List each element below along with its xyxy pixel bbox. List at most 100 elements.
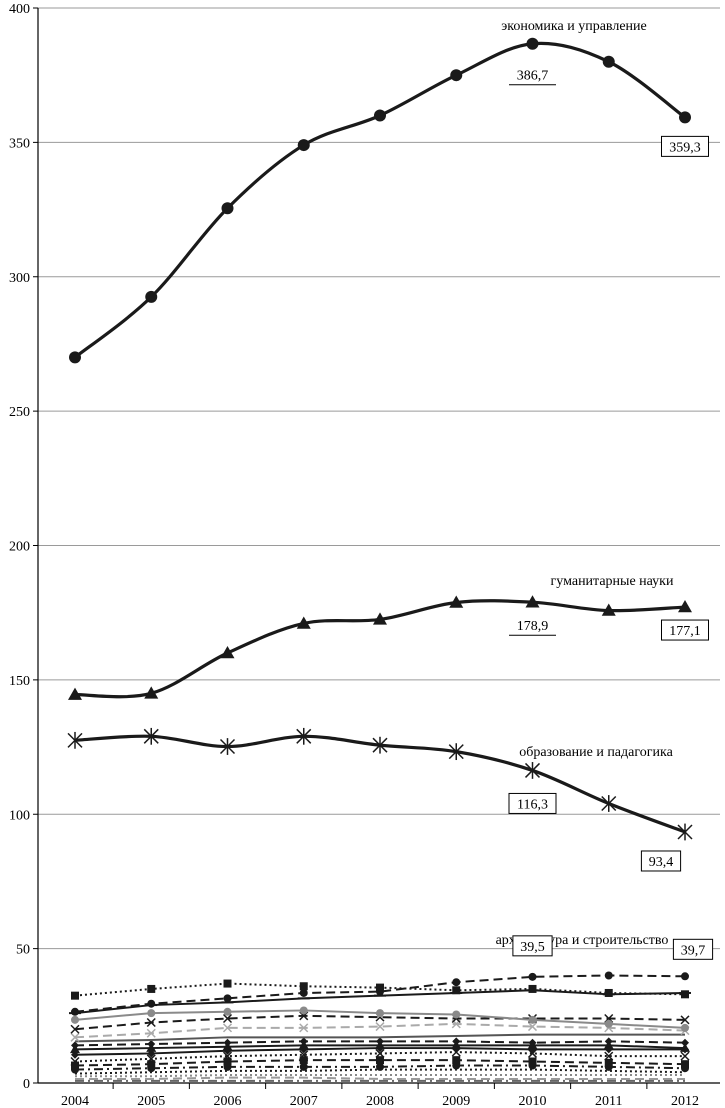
data-point <box>448 743 464 761</box>
data-point <box>449 595 464 608</box>
data-point <box>451 1047 461 1057</box>
data-point-stroke <box>299 1050 309 1060</box>
data-point-stroke <box>604 1051 614 1061</box>
series-line <box>74 1040 686 1047</box>
data-point <box>223 1038 232 1047</box>
data-point <box>222 1023 233 1033</box>
series-line <box>75 1073 685 1078</box>
y-tick-label: 350 <box>9 136 30 151</box>
data-point <box>525 595 540 608</box>
data-point <box>296 727 312 745</box>
data-point <box>299 1037 308 1046</box>
series-line <box>75 1076 685 1080</box>
data-point <box>601 795 617 812</box>
x-tick-label: 2004 <box>61 1094 89 1108</box>
data-point <box>452 986 461 995</box>
data-point <box>147 999 156 1008</box>
data-point <box>528 1015 537 1024</box>
data-point <box>145 290 158 303</box>
data-point <box>527 1048 538 1058</box>
data-point <box>376 983 384 992</box>
data-point <box>223 1007 232 1016</box>
data-point <box>68 687 82 700</box>
data-point <box>374 109 386 122</box>
data-label: 39,7 <box>681 943 706 958</box>
data-point <box>376 1056 384 1065</box>
x-tick-label: 2006 <box>214 1094 242 1108</box>
data-point <box>220 646 235 659</box>
data-point <box>373 612 387 625</box>
data-label: 93,4 <box>649 855 674 870</box>
data-point-stroke <box>375 1022 385 1032</box>
data-point <box>296 616 311 629</box>
data-point <box>299 1006 308 1015</box>
data-point <box>71 1041 79 1050</box>
series-line <box>74 1022 686 1039</box>
data-point-stroke <box>299 1023 309 1033</box>
data-point <box>71 1061 79 1070</box>
data-point-stroke <box>70 1032 80 1042</box>
data-point <box>680 1015 690 1025</box>
series-line <box>74 1014 686 1031</box>
x-tick-label: 2009 <box>442 1094 470 1108</box>
data-point <box>71 991 79 1000</box>
data-label: 359,3 <box>669 140 701 155</box>
data-point <box>681 990 689 999</box>
data-point <box>147 984 156 993</box>
data-point <box>69 351 81 364</box>
data-point <box>70 1032 80 1042</box>
data-point <box>67 731 83 749</box>
x-tick-label: 2011 <box>595 1094 622 1108</box>
data-point <box>219 738 236 755</box>
series-line <box>74 41 686 359</box>
data-point <box>604 1019 613 1028</box>
data-label: 178,9 <box>517 619 549 634</box>
data-label: 116,3 <box>517 797 548 812</box>
x-tick-label: 2010 <box>519 1094 547 1108</box>
y-tick-label: 200 <box>9 540 30 555</box>
data-label-box <box>508 792 557 814</box>
data-point <box>375 1022 385 1032</box>
y-tick-label: 150 <box>9 674 30 689</box>
data-label-box <box>661 135 709 157</box>
data-point-stroke <box>146 1054 156 1064</box>
data-point <box>70 1024 80 1034</box>
data-point <box>452 1010 461 1019</box>
series-lines <box>67 37 693 1082</box>
data-label-box <box>661 619 709 641</box>
y-tick-label: 250 <box>9 405 30 420</box>
data-point <box>223 1057 232 1066</box>
data-point <box>526 37 539 50</box>
data-point <box>299 982 308 991</box>
data-point-stroke <box>70 1056 80 1067</box>
data-point <box>524 762 541 779</box>
data-point <box>528 972 537 981</box>
data-point <box>679 111 691 124</box>
data-point <box>681 1060 689 1069</box>
data-point-stroke <box>680 1051 690 1061</box>
data-point <box>604 1051 614 1061</box>
y-tick-label: 0 <box>23 1077 30 1092</box>
data-label-box <box>512 935 553 957</box>
data-label: 386,7 <box>517 69 549 84</box>
data-point <box>147 1009 156 1018</box>
data-point <box>601 603 616 616</box>
data-point <box>146 1028 156 1038</box>
data-point <box>681 1038 689 1047</box>
data-point <box>299 988 308 997</box>
data-point <box>221 202 234 215</box>
series-line <box>74 1033 685 1043</box>
y-tick-label: 400 <box>9 2 30 17</box>
data-point <box>452 1037 461 1046</box>
data-label: 39,5 <box>520 940 545 955</box>
data-point-stroke <box>70 1024 80 1034</box>
data-point <box>528 984 537 993</box>
y-tick-label: 100 <box>9 808 30 823</box>
data-point-stroke <box>375 1048 385 1058</box>
data-point-stroke <box>146 1028 156 1038</box>
series-labels: экономика и управление гуманитарные науки… <box>496 19 674 948</box>
data-point <box>222 1013 233 1024</box>
x-tick-label: 2012 <box>671 1094 699 1108</box>
data-label-box <box>640 850 682 872</box>
